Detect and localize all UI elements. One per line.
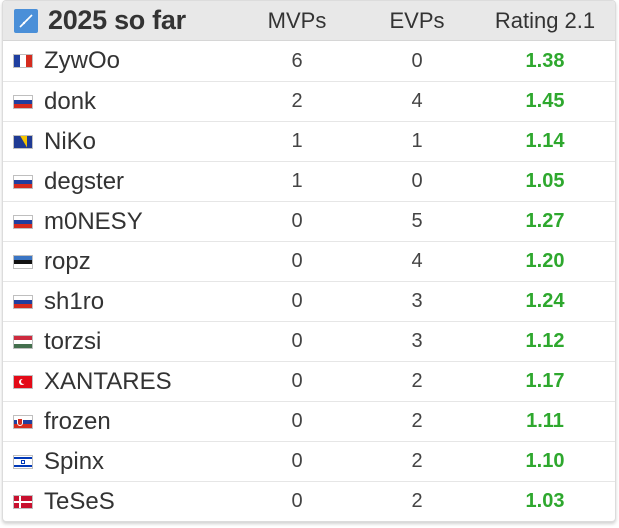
mvps-value: 0 [291,330,303,352]
mvps-value: 2 [291,90,303,112]
player-name[interactable]: sh1ro [44,287,105,315]
player-name[interactable]: torzsi [44,327,102,355]
hltv-logo-icon [14,8,38,33]
rating-value: 1.38 [525,49,565,72]
rating-value: 1.24 [525,290,565,312]
player-cell[interactable]: sh1ro [3,288,235,316]
table-row: donk 2 4 1.45 [3,81,615,121]
player-name[interactable]: degster [44,167,125,195]
player-cell[interactable]: ropz [3,248,235,276]
france-flag-icon [14,55,32,67]
rating-value: 1.45 [525,90,565,112]
russia-flag-icon [14,215,32,228]
turkey-flag-icon [14,375,32,388]
evps-value: 3 [411,330,423,352]
mvps-value: 0 [291,210,303,232]
table-row: TeSeS 0 2 1.03 [3,481,615,521]
evps-value: 0 [411,49,423,72]
mvps-value: 0 [291,370,303,392]
table-row: Spinx 0 2 1.10 [3,441,615,481]
rating-value: 1.12 [525,330,565,352]
page-title: 2025 so far [48,5,186,35]
column-header-evps: EVPs [389,7,445,33]
table-header: 2025 so far MVPs EVPs Rating 2.1 [3,1,615,41]
slovakia-flag-icon [14,415,32,428]
title-cell: 2025 so far [3,5,235,36]
player-name[interactable]: XANTARES [44,367,172,395]
player-cell[interactable]: m0NESY [3,208,235,236]
player-cell[interactable]: donk [3,88,235,116]
rating-value: 1.27 [525,210,565,232]
mvps-value: 0 [291,290,303,312]
evps-value: 5 [411,210,423,232]
table-row: sh1ro 0 3 1.24 [3,281,615,321]
evps-value: 2 [411,450,423,472]
evps-value: 1 [411,130,423,152]
evps-value: 4 [411,90,423,112]
mvps-value: 0 [291,490,303,512]
russia-flag-icon [14,175,32,188]
rating-value: 1.17 [525,370,565,392]
evps-value: 3 [411,290,423,312]
rating-value: 1.10 [525,450,565,472]
column-header-mvps: MVPs [267,7,327,33]
evps-value: 4 [411,250,423,272]
mvps-value: 1 [291,130,303,152]
evps-value: 2 [411,490,423,512]
player-cell[interactable]: Spinx [3,448,235,476]
player-name[interactable]: Spinx [44,447,105,475]
player-cell[interactable]: TeSeS [3,488,235,516]
player-name[interactable]: ZywOo [44,47,121,74]
player-cell[interactable]: torzsi [3,328,235,356]
israel-flag-icon [14,455,32,468]
player-cell[interactable]: frozen [3,408,235,436]
table-row: ropz 0 4 1.20 [3,241,615,281]
rating-value: 1.11 [526,410,564,432]
table-row: ZywOo 6 0 1.38 [3,41,615,81]
table-row: degster 1 0 1.05 [3,161,615,201]
rating-value: 1.14 [525,130,565,152]
mvps-value: 0 [291,250,303,272]
player-name[interactable]: m0NESY [44,207,143,235]
table-row: NiKo 1 1 1.14 [3,121,615,161]
player-cell[interactable]: NiKo [3,128,235,156]
mvps-value: 6 [291,49,303,72]
mvps-value: 1 [291,170,303,192]
player-name[interactable]: NiKo [44,127,97,155]
russia-flag-icon [14,95,32,108]
column-header-rating: Rating 2.1 [494,7,596,33]
denmark-flag-icon [14,495,32,508]
evps-value: 2 [411,410,423,432]
table-row: torzsi 0 3 1.12 [3,321,615,361]
rating-value: 1.05 [525,170,565,192]
mvps-value: 0 [291,410,303,432]
player-cell[interactable]: ZywOo [3,47,235,75]
hungary-flag-icon [14,335,32,348]
estonia-flag-icon [14,255,32,268]
bosnia-flag-icon [14,135,32,148]
player-cell[interactable]: degster [3,168,235,196]
player-list: ZywOo 6 0 1.38 donk 2 4 1.45 NiKo 1 1 1.14 degster 1 0… [3,41,615,521]
rating-value: 1.20 [525,250,565,272]
player-cell[interactable]: XANTARES [3,368,235,396]
table-row: m0NESY 0 5 1.27 [3,201,615,241]
player-name[interactable]: frozen [44,407,111,435]
player-name[interactable]: ropz [44,247,91,275]
player-name[interactable]: TeSeS [44,487,115,515]
mvps-value: 0 [291,450,303,472]
table-row: XANTARES 0 2 1.17 [3,361,615,401]
evps-value: 2 [411,370,423,392]
evps-value: 0 [411,170,423,192]
table-row: frozen 0 2 1.11 [3,401,615,441]
rating-value: 1.03 [525,490,565,512]
player-name[interactable]: donk [44,87,97,115]
russia-flag-icon [14,295,32,308]
